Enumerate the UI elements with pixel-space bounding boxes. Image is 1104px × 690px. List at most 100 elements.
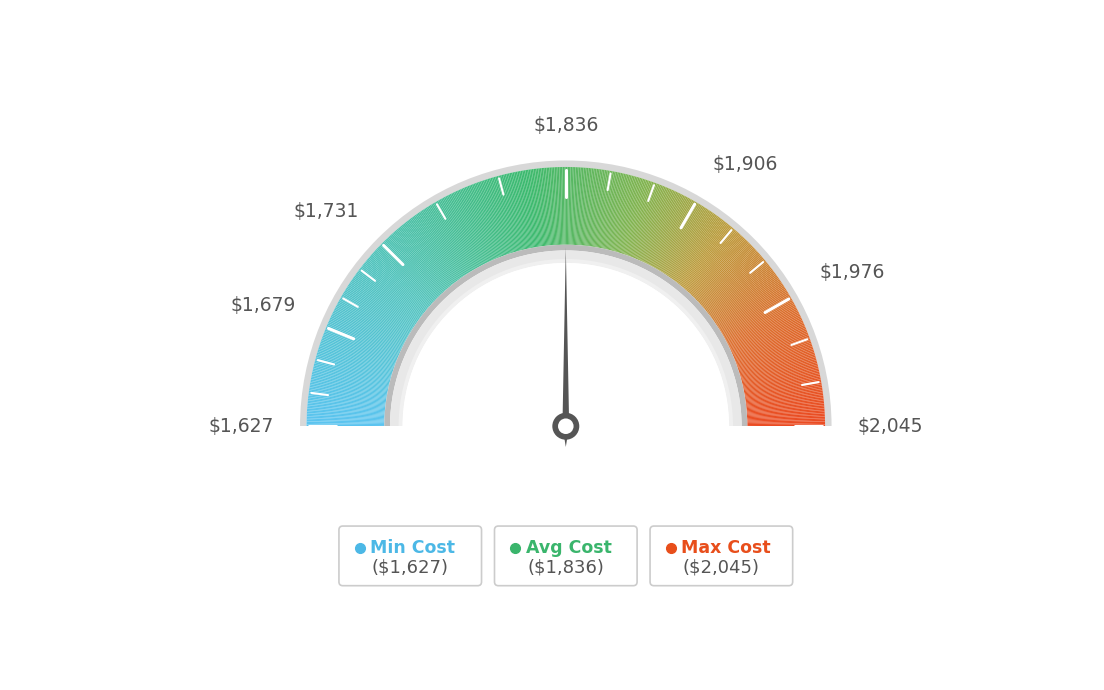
Wedge shape — [511, 172, 529, 249]
Wedge shape — [417, 213, 463, 277]
Wedge shape — [341, 295, 408, 336]
FancyBboxPatch shape — [650, 526, 793, 586]
Wedge shape — [700, 253, 760, 306]
Wedge shape — [607, 174, 627, 250]
Wedge shape — [728, 310, 798, 346]
Wedge shape — [743, 370, 819, 388]
Wedge shape — [335, 307, 404, 344]
Wedge shape — [744, 377, 820, 393]
Wedge shape — [517, 171, 533, 248]
Wedge shape — [315, 360, 391, 381]
Wedge shape — [396, 228, 448, 288]
Wedge shape — [346, 287, 413, 330]
Wedge shape — [572, 167, 575, 245]
Wedge shape — [427, 206, 469, 273]
Wedge shape — [742, 362, 817, 382]
Wedge shape — [593, 170, 606, 247]
Wedge shape — [428, 206, 470, 273]
Wedge shape — [711, 270, 774, 317]
Wedge shape — [550, 168, 555, 245]
Wedge shape — [326, 326, 399, 357]
Wedge shape — [745, 392, 822, 404]
Wedge shape — [326, 328, 397, 358]
Wedge shape — [747, 423, 825, 425]
Wedge shape — [307, 413, 384, 418]
Wedge shape — [329, 319, 401, 352]
Wedge shape — [372, 253, 432, 306]
Wedge shape — [747, 417, 825, 420]
Wedge shape — [477, 182, 505, 256]
Wedge shape — [501, 175, 522, 250]
Wedge shape — [383, 241, 439, 297]
Wedge shape — [735, 333, 808, 362]
Wedge shape — [639, 189, 671, 261]
Wedge shape — [576, 168, 582, 245]
Wedge shape — [625, 181, 652, 255]
Wedge shape — [745, 391, 822, 402]
Wedge shape — [318, 348, 393, 373]
Wedge shape — [309, 392, 386, 404]
Wedge shape — [447, 195, 484, 265]
Wedge shape — [675, 219, 722, 282]
Wedge shape — [394, 230, 447, 290]
Wedge shape — [670, 215, 716, 279]
Wedge shape — [689, 236, 743, 294]
Wedge shape — [307, 418, 384, 422]
Wedge shape — [453, 193, 488, 263]
Wedge shape — [479, 181, 507, 255]
Wedge shape — [561, 167, 563, 245]
Wedge shape — [730, 315, 800, 349]
Text: Max Cost: Max Cost — [681, 539, 771, 557]
Wedge shape — [560, 167, 562, 245]
Wedge shape — [544, 168, 552, 246]
Wedge shape — [626, 181, 654, 255]
Wedge shape — [637, 188, 669, 259]
Wedge shape — [393, 232, 446, 291]
Wedge shape — [386, 238, 440, 295]
Wedge shape — [613, 176, 635, 251]
Wedge shape — [443, 197, 480, 266]
Wedge shape — [709, 266, 771, 315]
Wedge shape — [466, 186, 497, 259]
Wedge shape — [620, 179, 646, 254]
Wedge shape — [698, 248, 755, 302]
Wedge shape — [747, 420, 825, 423]
Wedge shape — [512, 172, 530, 248]
Wedge shape — [317, 353, 392, 375]
Wedge shape — [308, 397, 385, 407]
Wedge shape — [471, 184, 501, 257]
Wedge shape — [725, 302, 794, 339]
Wedge shape — [725, 303, 795, 341]
Wedge shape — [433, 203, 474, 270]
Wedge shape — [508, 173, 527, 249]
Wedge shape — [360, 267, 423, 316]
Wedge shape — [721, 291, 788, 333]
Wedge shape — [744, 376, 820, 392]
Wedge shape — [422, 210, 466, 275]
Wedge shape — [736, 337, 809, 365]
Wedge shape — [627, 182, 655, 256]
Wedge shape — [357, 273, 420, 319]
Wedge shape — [495, 177, 518, 252]
Wedge shape — [308, 394, 385, 404]
Wedge shape — [522, 170, 537, 247]
Wedge shape — [431, 204, 473, 271]
Wedge shape — [578, 168, 585, 245]
Wedge shape — [307, 424, 384, 426]
Wedge shape — [740, 354, 815, 377]
Wedge shape — [389, 236, 443, 294]
Wedge shape — [399, 228, 449, 288]
Wedge shape — [551, 167, 556, 245]
Wedge shape — [618, 178, 643, 253]
Wedge shape — [535, 168, 545, 246]
Wedge shape — [317, 351, 392, 375]
Wedge shape — [310, 381, 388, 395]
Wedge shape — [316, 355, 391, 378]
Wedge shape — [597, 171, 613, 248]
Wedge shape — [467, 186, 498, 258]
Wedge shape — [486, 179, 511, 254]
Wedge shape — [493, 177, 517, 252]
Wedge shape — [456, 191, 489, 262]
Wedge shape — [726, 306, 796, 343]
Wedge shape — [599, 172, 616, 248]
